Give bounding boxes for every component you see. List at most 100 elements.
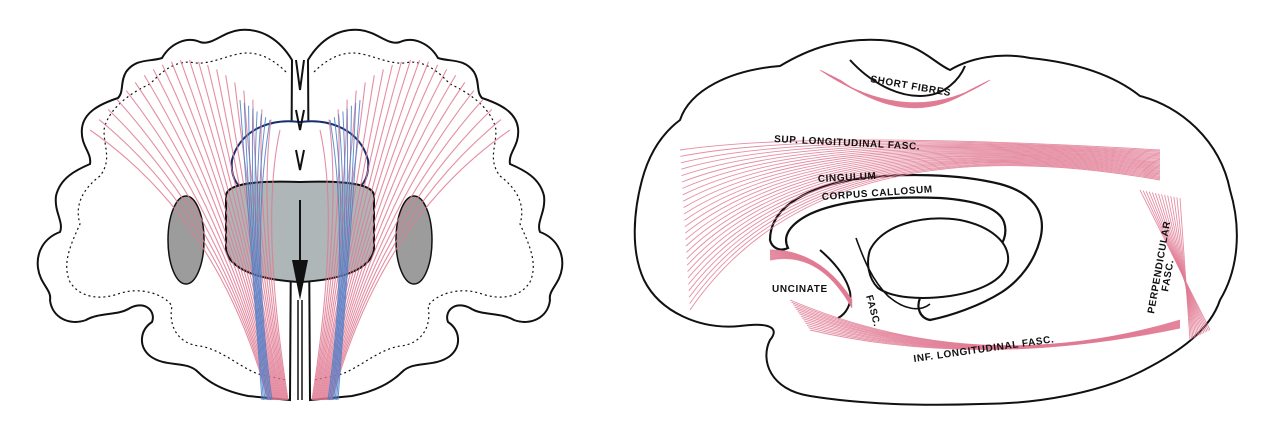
commissural-fibre — [239, 99, 263, 401]
perpendicular-fibre — [1145, 191, 1208, 332]
association-fibre — [681, 145, 1161, 183]
projection-fibre — [271, 129, 289, 401]
projection-fibre — [320, 61, 402, 401]
commissural-fibre — [334, 105, 352, 401]
association-fibre — [679, 139, 1161, 151]
perpendicular-fibre — [1161, 194, 1200, 336]
projection-fibre — [207, 64, 281, 401]
uncinate-fibre — [769, 258, 853, 309]
perpendicular-fibre — [1148, 191, 1206, 333]
commissural-fibre — [259, 119, 273, 401]
projection-fibre — [107, 108, 271, 401]
association-fibre — [688, 163, 1161, 298]
association-fibre — [680, 142, 1161, 164]
inferior-longitudinal-fibre — [809, 327, 1181, 350]
projection-fibre — [189, 60, 280, 401]
projection-fibre — [260, 109, 287, 401]
projection-fibre — [198, 61, 280, 401]
projection-fibre — [98, 119, 270, 401]
association-fibre — [684, 154, 1161, 234]
sagittal-brain-diagram: SHORT FIBRES SUP. LONGITUDINAL FASC. CIN… — [633, 38, 1238, 406]
perpendicular-fibre — [1173, 196, 1194, 339]
projection-fibre — [318, 69, 384, 401]
projection-fibre — [252, 99, 286, 401]
association-fibre — [682, 148, 1161, 196]
projection-fibre — [243, 90, 285, 401]
perpendicular-fibre — [1170, 196, 1196, 338]
association-fibres — [679, 69, 1211, 350]
perpendicular-fibre — [1179, 197, 1191, 341]
projection-fibres — [89, 60, 511, 401]
perpendicular-fibre — [1154, 192, 1203, 334]
perpendicular-fibre — [1158, 193, 1202, 335]
projection-fibre — [321, 60, 421, 401]
projection-fibre — [216, 69, 282, 401]
fornix-outline — [855, 237, 931, 310]
commissural-fibre — [251, 108, 267, 401]
commissural-fibre — [333, 108, 349, 401]
commissural-fibre — [337, 99, 361, 401]
thalamus-outline — [867, 217, 1010, 299]
association-fibre — [681, 144, 1161, 177]
projection-fibre — [312, 119, 334, 401]
association-fibre — [681, 143, 1161, 170]
association-fibre — [688, 161, 1161, 285]
association-fibre — [683, 151, 1161, 215]
left-hemisphere-outline — [36, 28, 294, 402]
projection-fibre — [266, 119, 288, 401]
projection-fibre — [234, 82, 284, 401]
commissural-fibre — [248, 105, 266, 401]
short-fibres-sulcus — [849, 59, 966, 98]
projection-fibre — [89, 129, 269, 401]
gyri-dotted-cortex — [66, 52, 534, 381]
projection-fibre — [179, 60, 279, 401]
label-uncinate: UNCINATE — [772, 284, 828, 295]
projection-fibre — [328, 99, 484, 401]
association-fibre — [687, 160, 1161, 279]
perpendicular-fibre — [1167, 195, 1197, 338]
short-fibre — [839, 79, 971, 109]
projection-fibre — [316, 82, 366, 401]
projection-fibre — [327, 90, 475, 401]
association-fibre — [686, 158, 1161, 266]
commissural-fibre — [254, 111, 269, 401]
association-fibre — [682, 147, 1161, 189]
right-hemisphere-outline — [306, 28, 564, 402]
commissural-fibre — [256, 114, 270, 401]
projection-fibre — [125, 90, 273, 401]
association-fibre — [685, 155, 1161, 247]
association-fibre — [689, 165, 1161, 311]
projection-fibre — [311, 129, 329, 401]
association-fibre — [683, 150, 1161, 208]
perpendicular-fibre — [1164, 194, 1199, 337]
projection-fibre — [330, 119, 502, 401]
projection-fibre — [319, 64, 393, 401]
association-fibre — [682, 149, 1161, 202]
coronal-outline — [36, 28, 564, 402]
commissural-fibre — [258, 117, 272, 401]
label-cingulum: CINGULUM — [818, 171, 877, 185]
projection-fibre — [314, 99, 348, 401]
commissural-fibre — [330, 114, 344, 401]
projection-fibre — [313, 109, 340, 401]
association-fibre — [688, 162, 1161, 292]
association-fibre — [686, 156, 1161, 253]
projection-fibre — [331, 129, 511, 401]
projection-fibre — [329, 108, 493, 401]
perpendicular-fibre — [1151, 192, 1205, 334]
commissural-fibre — [328, 117, 342, 401]
commissural-fibre — [331, 111, 346, 401]
association-fibre — [687, 159, 1161, 272]
coronal-brain-diagram — [36, 28, 564, 402]
association-fibre — [685, 154, 1161, 240]
commissural-fibre — [336, 102, 357, 401]
projection-fibre — [320, 60, 411, 401]
projection-fibre — [116, 99, 272, 401]
commissural-fibre — [327, 119, 341, 401]
projection-fibre — [315, 90, 357, 401]
association-fibre — [684, 152, 1161, 221]
association-fibre — [686, 157, 1161, 260]
association-fibre — [680, 141, 1161, 157]
association-fibre — [689, 164, 1161, 304]
commissural-fibre — [243, 102, 264, 401]
